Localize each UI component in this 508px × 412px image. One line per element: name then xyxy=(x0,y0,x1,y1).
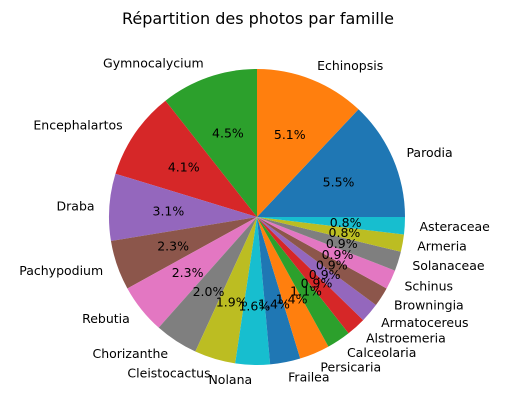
pie-label-parodia: Parodia xyxy=(406,145,452,160)
pie-label-gymnocalycium: Gymnocalycium xyxy=(103,56,204,71)
pie-label-draba: Draba xyxy=(57,199,95,214)
pie-label-alstroemeria: Alstroemeria xyxy=(366,330,446,345)
pie-label-chorizanthe: Chorizanthe xyxy=(92,346,168,361)
pie-label-pachypodium: Pachypodium xyxy=(19,263,103,278)
pie-percent-draba: 3.1% xyxy=(153,204,185,219)
pie-percent-pachypodium: 2.3% xyxy=(157,239,189,254)
pie-label-cleistocactus: Cleistocactus xyxy=(127,366,210,381)
pie-percent-rebutia: 2.3% xyxy=(172,265,204,280)
pie-percent-gymnocalycium: 4.5% xyxy=(212,126,244,141)
pie-label-armatocereus: Armatocereus xyxy=(381,315,468,330)
pie-label-persicaria: Persicaria xyxy=(320,359,381,374)
pie-percent-asteraceae: 0.8% xyxy=(330,215,362,230)
pie-label-echinopsis: Echinopsis xyxy=(317,58,383,73)
pie-percent-echinopsis: 5.1% xyxy=(274,127,306,142)
pie-label-armeria: Armeria xyxy=(417,238,467,253)
pie-percent-encephalartos: 4.1% xyxy=(168,159,200,174)
pie-label-browningia: Browningia xyxy=(394,297,464,312)
pie-label-nolana: Nolana xyxy=(208,372,252,387)
pie-label-schinus: Schinus xyxy=(404,278,453,293)
pie-label-asteraceae: Asteraceae xyxy=(420,219,491,234)
pie-label-encephalartos: Encephalartos xyxy=(33,118,122,133)
pie-label-calceolaria: Calceolaria xyxy=(347,345,416,360)
pie-label-solanaceae: Solanaceae xyxy=(412,258,485,273)
pie-label-rebutia: Rebutia xyxy=(82,311,130,326)
pie-percent-parodia: 5.5% xyxy=(323,174,355,189)
chart-title: Répartition des photos par famille xyxy=(122,9,394,28)
